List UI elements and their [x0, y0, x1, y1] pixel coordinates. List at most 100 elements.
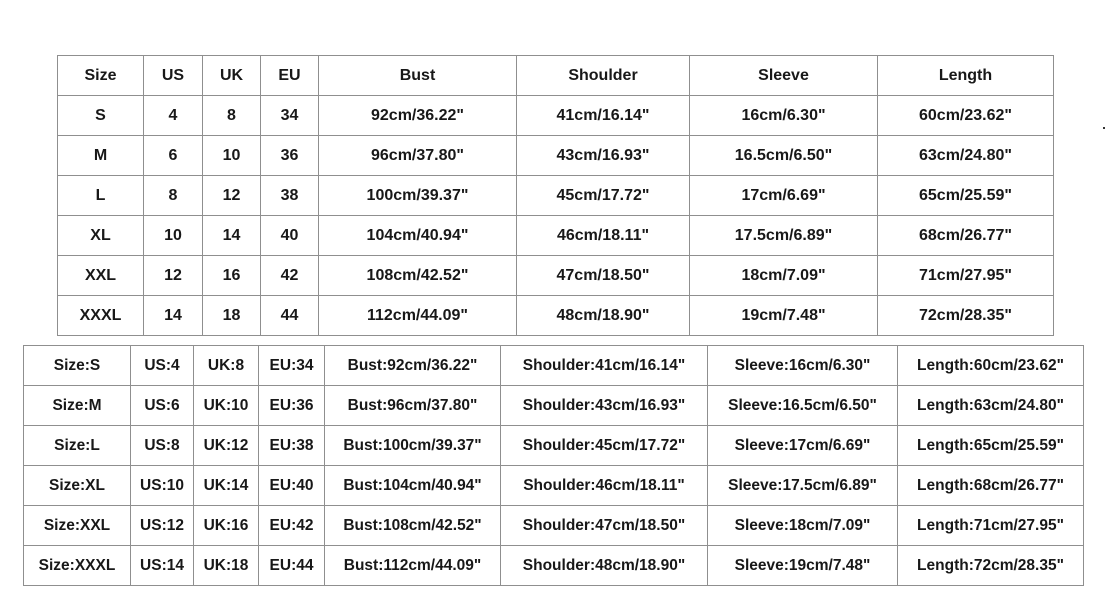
table-cell: 38: [260, 175, 319, 216]
table-cell: Shoulder:45cm/17.72": [500, 425, 708, 466]
table-cell: 65cm/25.59": [877, 175, 1054, 216]
table-cell: Size:XXL: [23, 505, 131, 546]
table-cell: 19cm/7.48": [689, 295, 878, 336]
table-cell: UK:12: [193, 425, 259, 466]
table-cell: 44: [260, 295, 319, 336]
table-cell: Sleeve:17cm/6.69": [707, 425, 898, 466]
table-cell: US:12: [130, 505, 194, 546]
table-cell: Bust:112cm/44.09": [324, 545, 501, 586]
image-speck: [1103, 127, 1105, 129]
table-cell: Shoulder:48cm/18.90": [500, 545, 708, 586]
table-row: Size:L US:8 UK:12 EU:38 Bust:100cm/39.37" Sho…: [23, 425, 1084, 466]
table-cell: 96cm/37.80": [318, 135, 517, 176]
table-row: Size:M US:6 UK:10 EU:36 Bust:96cm/37.80" Shou…: [23, 385, 1084, 426]
combined-size-chart-body: Size:S US:4 UK:8 EU:34 Bust:92cm/36.22" Shoul…: [23, 345, 1084, 586]
combined-size-chart-table: Size:S US:4 UK:8 EU:34 Bust:92cm/36.22" Shoul…: [23, 345, 1084, 586]
table-cell: XL: [57, 215, 144, 256]
table-row: Size:XXL US:12 UK:16 EU:42 Bust:108cm/42.52"…: [23, 505, 1084, 546]
table-cell: 104cm/40.94": [318, 215, 517, 256]
table-row: Size:XXXL US:14 UK:18 EU:44 Bust:112cm/44.09…: [23, 545, 1084, 586]
table-cell: EU:38: [258, 425, 325, 466]
table-row: Size:S US:4 UK:8 EU:34 Bust:92cm/36.22" Shoul…: [23, 345, 1084, 386]
table-cell: 14: [143, 295, 203, 336]
table-cell: Length:65cm/25.59": [897, 425, 1084, 466]
header-cell: Length: [877, 55, 1054, 96]
table-cell: Shoulder:41cm/16.14": [500, 345, 708, 386]
table-cell: EU:40: [258, 465, 325, 506]
table-cell: EU:34: [258, 345, 325, 386]
header-cell: Size: [57, 55, 144, 96]
table-cell: 6: [143, 135, 203, 176]
table-row: M 6 10 36 96cm/37.80" 43cm/16.93" 16.5cm/6.50"…: [57, 135, 1054, 176]
table-cell: Bust:108cm/42.52": [324, 505, 501, 546]
table-cell: Length:68cm/26.77": [897, 465, 1084, 506]
size-chart-table: Size US UK EU Bust Shoulder Sleeve Length S 4 8 34…: [57, 55, 1054, 336]
table-cell: 71cm/27.95": [877, 255, 1054, 296]
table-cell: 17cm/6.69": [689, 175, 878, 216]
table-cell: 4: [143, 95, 203, 136]
size-chart-body: S 4 8 34 92cm/36.22" 41cm/16.14" 16cm/6.30" 60c…: [57, 95, 1054, 336]
table-row: XXL 12 16 42 108cm/42.52" 47cm/18.50" 18cm/7.0…: [57, 255, 1054, 296]
table-row: L 8 12 38 100cm/39.37" 45cm/17.72" 17cm/6.69" 6…: [57, 175, 1054, 216]
table-cell: 16: [202, 255, 261, 296]
table-cell: Sleeve:17.5cm/6.89": [707, 465, 898, 506]
table-cell: 10: [143, 215, 203, 256]
table-cell: Bust:100cm/39.37": [324, 425, 501, 466]
table-cell: UK:16: [193, 505, 259, 546]
table-cell: Length:63cm/24.80": [897, 385, 1084, 426]
table-cell: L: [57, 175, 144, 216]
header-row: Size US UK EU Bust Shoulder Sleeve Length: [57, 55, 1054, 96]
table-cell: Length:72cm/28.35": [897, 545, 1084, 586]
table-cell: Sleeve:16.5cm/6.50": [707, 385, 898, 426]
table-cell: 68cm/26.77": [877, 215, 1054, 256]
table-cell: 112cm/44.09": [318, 295, 517, 336]
table-cell: Shoulder:46cm/18.11": [500, 465, 708, 506]
table-cell: US:4: [130, 345, 194, 386]
table-cell: 43cm/16.93": [516, 135, 690, 176]
table-cell: 46cm/18.11": [516, 215, 690, 256]
table-cell: 16.5cm/6.50": [689, 135, 878, 176]
table-cell: 18cm/7.09": [689, 255, 878, 296]
table-cell: Bust:96cm/37.80": [324, 385, 501, 426]
table-cell: Size:XL: [23, 465, 131, 506]
table-cell: Sleeve:19cm/7.48": [707, 545, 898, 586]
header-cell: EU: [260, 55, 319, 96]
size-chart-header: Size US UK EU Bust Shoulder Sleeve Length: [57, 55, 1054, 96]
table-cell: US:10: [130, 465, 194, 506]
table-cell: EU:44: [258, 545, 325, 586]
table-cell: 100cm/39.37": [318, 175, 517, 216]
table-cell: 16cm/6.30": [689, 95, 878, 136]
table-cell: 14: [202, 215, 261, 256]
table-cell: S: [57, 95, 144, 136]
table-cell: XXL: [57, 255, 144, 296]
table-cell: 45cm/17.72": [516, 175, 690, 216]
table-cell: UK:10: [193, 385, 259, 426]
table-row: S 4 8 34 92cm/36.22" 41cm/16.14" 16cm/6.30" 60c…: [57, 95, 1054, 136]
header-cell: Bust: [318, 55, 517, 96]
table-cell: 47cm/18.50": [516, 255, 690, 296]
table-cell: 60cm/23.62": [877, 95, 1054, 136]
table-cell: 12: [202, 175, 261, 216]
header-cell: US: [143, 55, 203, 96]
table-cell: 92cm/36.22": [318, 95, 517, 136]
table-cell: 18: [202, 295, 261, 336]
table-cell: UK:8: [193, 345, 259, 386]
table-cell: 48cm/18.90": [516, 295, 690, 336]
table-cell: Shoulder:47cm/18.50": [500, 505, 708, 546]
table-cell: 10: [202, 135, 261, 176]
table-cell: UK:18: [193, 545, 259, 586]
table-cell: EU:36: [258, 385, 325, 426]
table-cell: Size:S: [23, 345, 131, 386]
table-row: XXXL 14 18 44 112cm/44.09" 48cm/18.90" 19cm/7.…: [57, 295, 1054, 336]
table-cell: XXXL: [57, 295, 144, 336]
table-cell: 72cm/28.35": [877, 295, 1054, 336]
table-cell: Bust:92cm/36.22": [324, 345, 501, 386]
table-cell: 8: [143, 175, 203, 216]
table-cell: Size:XXXL: [23, 545, 131, 586]
table-cell: Sleeve:16cm/6.30": [707, 345, 898, 386]
table-cell: 42: [260, 255, 319, 296]
table-cell: 34: [260, 95, 319, 136]
table-cell: 40: [260, 215, 319, 256]
table-cell: UK:14: [193, 465, 259, 506]
table-cell: EU:42: [258, 505, 325, 546]
